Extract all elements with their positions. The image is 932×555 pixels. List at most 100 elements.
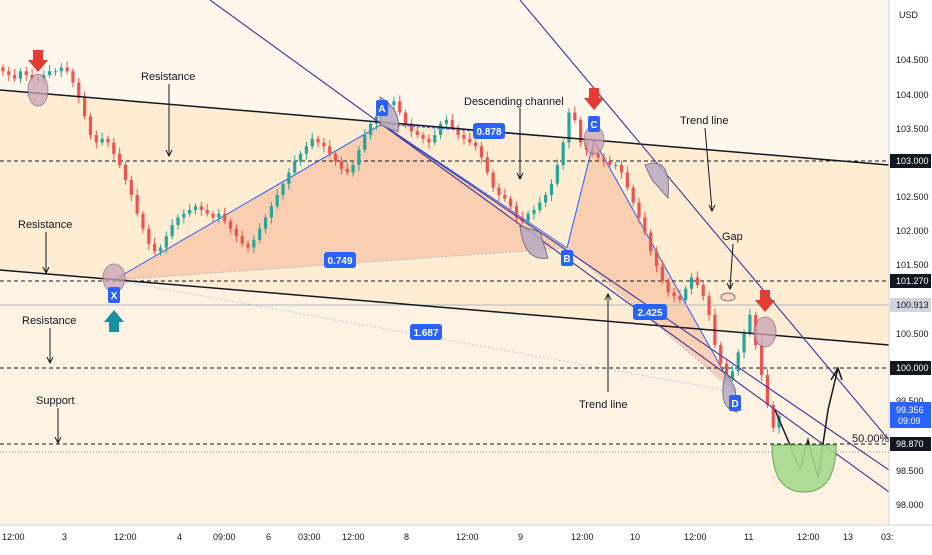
candle-body [328, 146, 332, 154]
time-tick: 11 [744, 532, 753, 542]
candle-body [398, 101, 402, 113]
trend-line-right [519, 0, 889, 441]
time-tick: 12:00 [571, 532, 594, 542]
candle-body [485, 157, 489, 173]
candle-body [678, 296, 682, 300]
annotation-trend-line: Trend line [579, 399, 628, 411]
candle-body [474, 142, 478, 147]
annotation-pointers [42, 84, 734, 445]
candle-body [596, 153, 600, 158]
candle-body [24, 71, 28, 75]
candle-body [765, 375, 770, 405]
price-tick: 102.500 [896, 192, 929, 202]
pointer-head [165, 149, 173, 158]
candle-body [7, 71, 11, 75]
candle-body [164, 236, 168, 248]
ratio-badge: 0.878 [473, 123, 505, 139]
candle-body [263, 217, 268, 229]
candle-body [351, 165, 355, 173]
point-label-a: A [376, 100, 388, 116]
down-arrow-icon [584, 88, 604, 110]
pattern-triangle-xab [114, 124, 567, 280]
annotation-trend-line: Trend line [680, 115, 729, 127]
time-tick: 8 [404, 532, 409, 542]
candle-body [748, 315, 752, 334]
candle-body [526, 213, 530, 222]
candle-body [649, 232, 653, 252]
candle-body [94, 135, 98, 143]
candle-body [409, 123, 414, 132]
channel-lower-line [0, 269, 889, 346]
candle-body [444, 120, 449, 124]
candle-body [333, 153, 338, 162]
candle-body [269, 206, 273, 218]
candle-body [491, 172, 495, 188]
candle-body [357, 150, 361, 165]
svg-text:101.270: 101.270 [896, 276, 929, 286]
candle-body [415, 131, 419, 135]
candle-body [193, 206, 198, 210]
candle-body [112, 142, 116, 154]
candle-body [631, 187, 635, 203]
candle-body [392, 101, 396, 105]
svg-text:B: B [563, 254, 570, 265]
time-tick: 13 [843, 532, 853, 542]
candle-body [684, 288, 688, 300]
svg-text:1.687: 1.687 [413, 328, 438, 339]
candle-body [83, 97, 87, 117]
candle-body [742, 333, 746, 353]
pattern-leg-ab [381, 123, 568, 249]
candle-body [456, 127, 460, 135]
candle-body [549, 183, 554, 195]
candle-body [281, 183, 285, 195]
support-bowl [771, 444, 837, 493]
price-axis[interactable]: USD 104.500 104.000 103.500 102.500 102.… [888, 0, 932, 525]
price-tag-current: 99.356 09:09 [890, 402, 931, 428]
svg-text:100.000: 100.000 [896, 363, 929, 373]
price-tag-100-913: 100.913 [890, 298, 931, 312]
candle-body [625, 172, 629, 188]
candle-body [614, 165, 618, 166]
pointer-head [726, 282, 734, 291]
annotation-fib-50: 50.00% [852, 433, 890, 445]
time-axis[interactable]: 12:00 3 12:00 4 09:00 6 03:00 12:00 8 12… [0, 524, 932, 550]
candle-body [771, 405, 775, 428]
svg-text:X: X [111, 291, 118, 302]
candle-body [573, 112, 577, 120]
trend-line-lower [389, 129, 889, 471]
price-tag-100: 100.000 [890, 361, 931, 375]
trend-lines [0, 0, 889, 493]
candle-body [53, 71, 58, 73]
projection-arrowhead [830, 366, 843, 381]
pivot-circle-left [27, 73, 49, 107]
currency-label: USD [899, 10, 919, 20]
candle-body [520, 217, 524, 222]
time-tick: 12:00 [797, 532, 820, 542]
candle-body [450, 120, 454, 128]
price-tick: 102.000 [896, 226, 929, 236]
price-tag-98-87: 98.870 [890, 437, 931, 451]
candle-body [65, 67, 69, 72]
gap-marker [720, 292, 736, 302]
candle-body [514, 206, 519, 218]
candle-body [468, 138, 472, 143]
pointer-head [604, 292, 612, 301]
candle-body [555, 165, 559, 184]
lower-channel-fill [0, 270, 889, 525]
candle-body [532, 210, 536, 214]
time-tick: 12:00 [2, 532, 25, 542]
arc-shape-right [644, 162, 670, 200]
candle-body [18, 71, 23, 79]
candle-body [479, 146, 484, 158]
candle-body [602, 157, 606, 162]
candle-body [71, 71, 75, 83]
time-tick: 03:00 [298, 532, 321, 542]
pointer-line [704, 127, 713, 211]
candle-body [579, 120, 583, 143]
point-label-c: C [588, 116, 600, 132]
candle-body [304, 146, 308, 154]
candle-body [759, 345, 764, 375]
candle-body [199, 206, 203, 210]
price-tick: 101.500 [896, 260, 929, 270]
signal-arrows [28, 50, 775, 332]
